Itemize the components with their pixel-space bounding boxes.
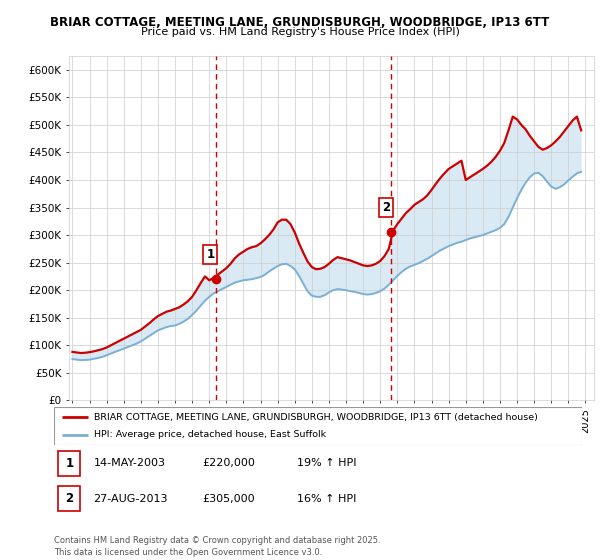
FancyBboxPatch shape [58, 451, 80, 476]
Text: £220,000: £220,000 [202, 459, 255, 469]
Text: 2: 2 [382, 201, 390, 214]
Text: HPI: Average price, detached house, East Suffolk: HPI: Average price, detached house, East… [94, 431, 326, 440]
Text: BRIAR COTTAGE, MEETING LANE, GRUNDISBURGH, WOODBRIDGE, IP13 6TT (detached house): BRIAR COTTAGE, MEETING LANE, GRUNDISBURG… [94, 413, 538, 422]
Text: Price paid vs. HM Land Registry's House Price Index (HPI): Price paid vs. HM Land Registry's House … [140, 27, 460, 37]
Text: 27-AUG-2013: 27-AUG-2013 [94, 493, 168, 503]
Text: 14-MAY-2003: 14-MAY-2003 [94, 459, 166, 469]
Text: 1: 1 [65, 457, 73, 470]
Text: 19% ↑ HPI: 19% ↑ HPI [297, 459, 356, 469]
Text: BRIAR COTTAGE, MEETING LANE, GRUNDISBURGH, WOODBRIDGE, IP13 6TT: BRIAR COTTAGE, MEETING LANE, GRUNDISBURG… [50, 16, 550, 29]
Text: Contains HM Land Registry data © Crown copyright and database right 2025.
This d: Contains HM Land Registry data © Crown c… [54, 536, 380, 557]
Text: 2: 2 [65, 492, 73, 505]
Text: 1: 1 [206, 248, 214, 261]
FancyBboxPatch shape [58, 486, 80, 511]
Text: £305,000: £305,000 [202, 493, 254, 503]
Text: 16% ↑ HPI: 16% ↑ HPI [297, 493, 356, 503]
